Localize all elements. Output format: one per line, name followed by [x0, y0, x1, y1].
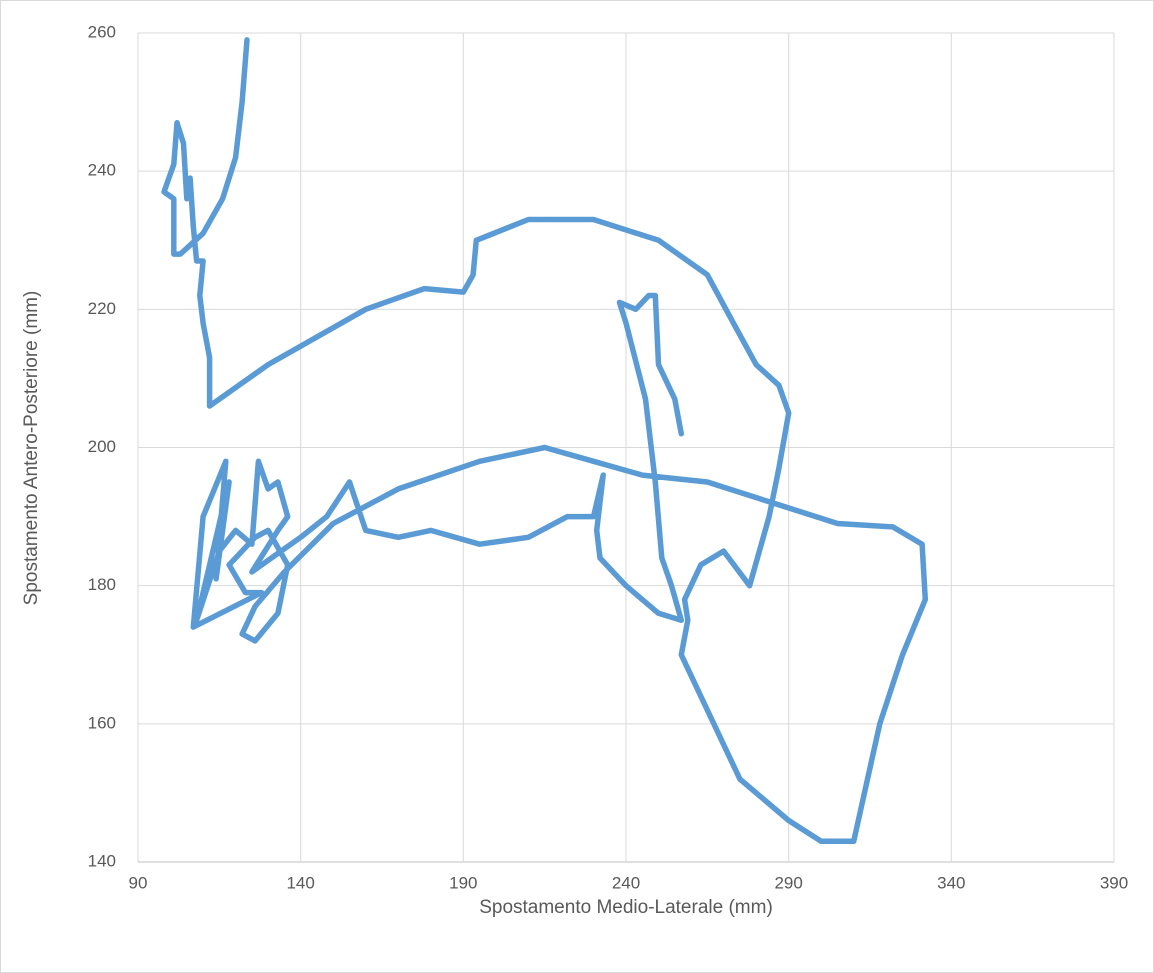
y-tick-label: 200 [88, 437, 116, 456]
x-tick-label: 340 [937, 873, 965, 892]
x-tick-label: 90 [129, 873, 148, 892]
y-axis-title: Spostamento Antero-Posteriore (mm) [21, 291, 42, 606]
y-tick-label: 240 [88, 161, 116, 180]
x-tick-label: 240 [612, 873, 640, 892]
x-tick-label: 390 [1100, 873, 1128, 892]
y-tick-label: 140 [88, 851, 116, 870]
y-tick-label: 220 [88, 299, 116, 318]
y-tick-label: 260 [88, 22, 116, 41]
y-tick-label: 160 [88, 713, 116, 732]
x-tick-label: 140 [286, 873, 314, 892]
x-tick-label: 190 [449, 873, 477, 892]
x-tick-label: 290 [774, 873, 802, 892]
x-axis-title: Spostamento Medio-Laterale (mm) [479, 897, 773, 918]
data-line [161, 37, 929, 845]
y-tick-label: 180 [88, 575, 116, 594]
